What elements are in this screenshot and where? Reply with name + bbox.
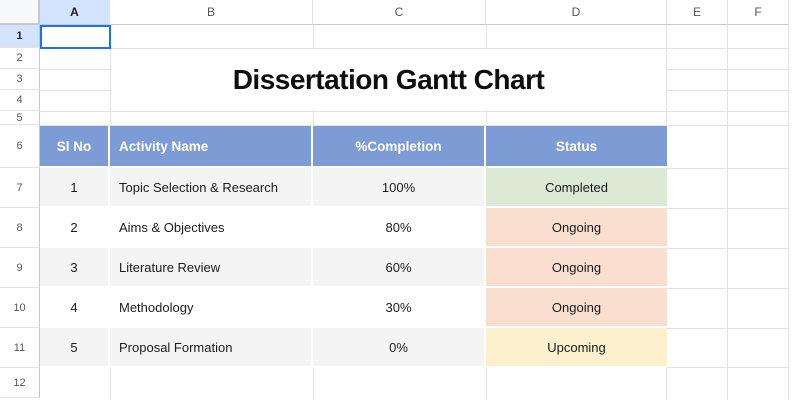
table-row: 4 Methodology 30% Ongoing [40, 288, 667, 328]
cell-completion[interactable]: 30% [313, 288, 486, 328]
gridline [40, 111, 788, 112]
row-header-11[interactable]: 11 [0, 328, 40, 368]
gridline [666, 367, 788, 368]
header-status[interactable]: Status [486, 126, 667, 168]
cell-activity[interactable]: Topic Selection & Research [110, 168, 313, 208]
row-header-2[interactable]: 2 [0, 48, 40, 69]
row-header-6[interactable]: 6 [0, 125, 40, 168]
cell-activity[interactable]: Literature Review [110, 248, 313, 288]
gridline [666, 248, 788, 249]
table-header-row: Sl No Activity Name %Completion Status [40, 126, 667, 168]
row-header-5[interactable]: 5 [0, 111, 40, 125]
column-header-d[interactable]: D [486, 0, 667, 25]
column-header-c[interactable]: C [313, 0, 486, 25]
gridline [40, 48, 788, 49]
cell-completion[interactable]: 100% [313, 168, 486, 208]
cell-status[interactable]: Upcoming [486, 328, 667, 368]
row-header-8[interactable]: 8 [0, 208, 40, 248]
gridline [40, 125, 788, 126]
cell-completion[interactable]: 80% [313, 208, 486, 248]
header-sl-no[interactable]: Sl No [40, 126, 110, 168]
cell-status[interactable]: Ongoing [486, 208, 667, 248]
cell-activity[interactable]: Aims & Objectives [110, 208, 313, 248]
cell-status[interactable]: Ongoing [486, 288, 667, 328]
row-header-10[interactable]: 10 [0, 288, 40, 328]
select-all-corner[interactable] [0, 0, 40, 25]
cell-sl-no[interactable]: 1 [40, 168, 110, 208]
cell-sl-no[interactable]: 4 [40, 288, 110, 328]
gridline [788, 0, 789, 400]
header-activity[interactable]: Activity Name [110, 126, 313, 168]
row-header-7[interactable]: 7 [0, 168, 40, 208]
row-header-9[interactable]: 9 [0, 248, 40, 288]
active-cell-selection[interactable] [40, 25, 111, 49]
gridline [727, 25, 728, 400]
gridline [666, 208, 788, 209]
gridline [666, 328, 788, 329]
sheet-title-cell[interactable]: Dissertation Gantt Chart [111, 49, 666, 110]
row-header-1[interactable]: 1 [0, 25, 40, 48]
cell-sl-no[interactable]: 3 [40, 248, 110, 288]
cell-status[interactable]: Completed [486, 168, 667, 208]
row-header-12[interactable]: 12 [0, 368, 40, 398]
row-header-4[interactable]: 4 [0, 90, 40, 111]
cell-status[interactable]: Ongoing [486, 248, 667, 288]
gridline [666, 288, 788, 289]
column-header-a[interactable]: A [40, 0, 110, 25]
table-row: 1 Topic Selection & Research 100% Comple… [40, 168, 667, 208]
table-row: 5 Proposal Formation 0% Upcoming [40, 328, 667, 368]
column-header-b[interactable]: B [110, 0, 313, 25]
cell-completion[interactable]: 0% [313, 328, 486, 368]
header-completion[interactable]: %Completion [313, 126, 486, 168]
cell-activity[interactable]: Methodology [110, 288, 313, 328]
cell-sl-no[interactable]: 2 [40, 208, 110, 248]
column-header-f[interactable]: F [728, 0, 789, 25]
table-row: 3 Literature Review 60% Ongoing [40, 248, 667, 288]
cell-activity[interactable]: Proposal Formation [110, 328, 313, 368]
gridline [666, 168, 788, 169]
sheet-title: Dissertation Gantt Chart [232, 63, 545, 95]
column-header-e[interactable]: E [667, 0, 728, 25]
table-row: 2 Aims & Objectives 80% Ongoing [40, 208, 667, 248]
cell-completion[interactable]: 60% [313, 248, 486, 288]
row-header-3[interactable]: 3 [0, 69, 40, 90]
cell-sl-no[interactable]: 5 [40, 328, 110, 368]
